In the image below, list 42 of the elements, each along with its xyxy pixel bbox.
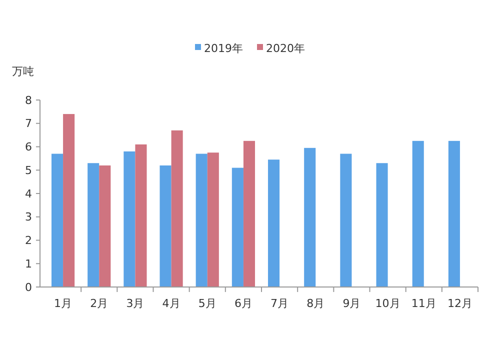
bar	[340, 154, 352, 287]
y-tick-label: 4	[25, 187, 32, 200]
bar	[243, 140, 256, 287]
bar	[376, 163, 388, 287]
x-tick-label: 1月	[54, 297, 72, 310]
bar	[135, 144, 147, 287]
y-tick-label: 0	[25, 280, 32, 294]
x-tick-label: 4月	[162, 297, 180, 310]
y-tick-label: 7	[25, 117, 32, 130]
x-tick-label: 12月	[447, 297, 472, 310]
x-tick-label: 10月	[375, 297, 400, 310]
x-tick-label: 5月	[198, 297, 216, 310]
bar	[171, 130, 183, 287]
x-tick-label: 9月	[342, 297, 361, 310]
bar	[51, 154, 64, 287]
bar	[124, 151, 136, 287]
x-tick-label: 11月	[411, 297, 436, 310]
bar	[160, 165, 172, 287]
bar	[448, 140, 460, 287]
y-tick-label: 8	[25, 94, 32, 107]
x-tick-label: 3月	[126, 297, 144, 310]
y-tick-label: 6	[25, 140, 32, 154]
bar	[304, 148, 316, 287]
bar	[268, 160, 280, 287]
bar	[63, 114, 75, 287]
bar	[207, 152, 219, 287]
y-tick-label: 1	[25, 257, 32, 270]
bar	[99, 165, 111, 287]
bar	[88, 163, 100, 287]
x-tick-label: 8月	[306, 297, 325, 310]
y-tick-label: 2	[25, 234, 32, 248]
x-tick-label: 7月	[270, 297, 289, 310]
bar	[232, 168, 244, 287]
legend-label: 2019年	[204, 42, 243, 55]
legend-label: 2020年	[266, 42, 305, 55]
bar	[196, 154, 208, 287]
y-tick-label: 5	[25, 164, 32, 177]
x-tick-label: 6月	[234, 297, 252, 310]
x-tick-label: 2月	[90, 297, 108, 310]
bar	[412, 140, 424, 287]
y-tick-label: 3	[25, 210, 32, 224]
y-axis-title: 万吨	[12, 65, 34, 78]
